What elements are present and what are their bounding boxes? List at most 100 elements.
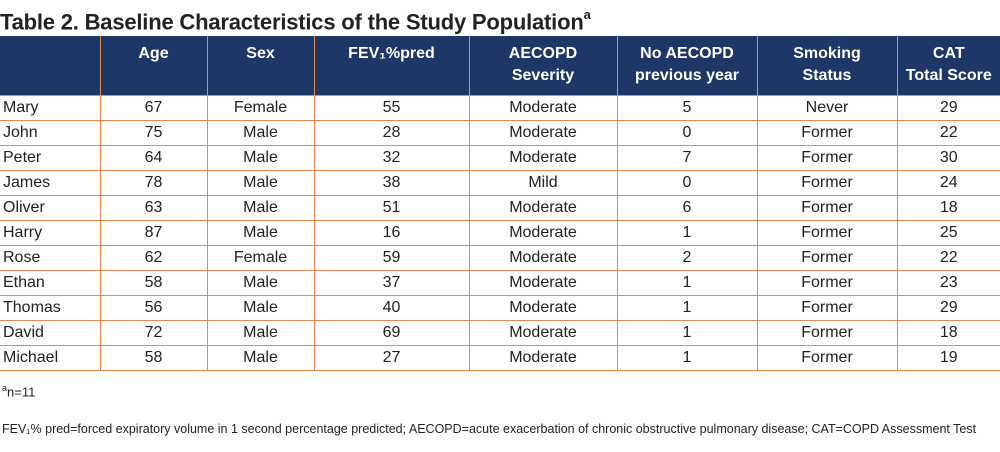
cell-smoking-status: Former	[757, 345, 898, 371]
cell-age: 58	[100, 345, 208, 371]
table-row: Ethan 58 Male 37 Moderate 1 Former 23	[0, 270, 1000, 296]
table-row: Harry 87 Male 16 Moderate 1 Former 25	[0, 220, 1000, 246]
cell-name: Peter	[0, 145, 101, 171]
cell-no-aecopd-previous-year: 1	[617, 220, 758, 246]
header-age: Age	[100, 36, 208, 96]
header-cat-total-score-label: CAT Total Score	[905, 45, 992, 84]
cell-no-aecopd-previous-year: 7	[617, 145, 758, 171]
header-no-aecopd-previous-year: No AECOPD previous year	[617, 36, 758, 96]
cell-sex: Female	[207, 245, 315, 271]
cell-name: Thomas	[0, 295, 101, 321]
cell-no-aecopd-previous-year: 2	[617, 245, 758, 271]
cell-aecopd-severity: Moderate	[469, 295, 618, 321]
cell-sex: Male	[207, 320, 315, 346]
header-row: Age Sex FEV₁%pred AECOPD Severity No AEC…	[0, 36, 1000, 96]
cell-aecopd-severity: Moderate	[469, 245, 618, 271]
table-row: Rose 62 Female 59 Moderate 2 Former 22	[0, 245, 1000, 271]
cell-fev1-pred: 69	[314, 320, 470, 346]
cell-smoking-status: Former	[757, 220, 898, 246]
cell-smoking-status: Never	[757, 95, 898, 121]
cell-fev1-pred: 27	[314, 345, 470, 371]
cell-no-aecopd-previous-year: 1	[617, 345, 758, 371]
cell-no-aecopd-previous-year: 0	[617, 120, 758, 146]
cell-fev1-pred: 37	[314, 270, 470, 296]
cell-cat-total-score: 23	[897, 270, 1000, 296]
cell-age: 72	[100, 320, 208, 346]
cell-smoking-status: Former	[757, 195, 898, 221]
cell-smoking-status: Former	[757, 320, 898, 346]
table-row: John 75 Male 28 Moderate 0 Former 22	[0, 120, 1000, 146]
cell-cat-total-score: 24	[897, 170, 1000, 196]
cell-no-aecopd-previous-year: 0	[617, 170, 758, 196]
cell-smoking-status: Former	[757, 120, 898, 146]
cell-fev1-pred: 28	[314, 120, 470, 146]
cell-aecopd-severity: Moderate	[469, 145, 618, 171]
cell-age: 67	[100, 95, 208, 121]
cell-cat-total-score: 25	[897, 220, 1000, 246]
cell-fev1-pred: 59	[314, 245, 470, 271]
header-aecopd-severity-label: AECOPD Severity	[508, 45, 578, 84]
cell-name: Harry	[0, 220, 101, 246]
header-smoking-status-label: Smoking Status	[793, 45, 861, 84]
cell-cat-total-score: 22	[897, 245, 1000, 271]
cell-sex: Male	[207, 220, 315, 246]
cell-fev1-pred: 32	[314, 145, 470, 171]
header-cat-total-score: CAT Total Score	[897, 36, 1000, 96]
table-row: Thomas 56 Male 40 Moderate 1 Former 29	[0, 295, 1000, 321]
cell-age: 56	[100, 295, 208, 321]
table-row: Mary 67 Female 55 Moderate 5 Never 29	[0, 95, 1000, 121]
footnote-n-text: n=11	[7, 384, 36, 400]
cell-fev1-pred: 51	[314, 195, 470, 221]
header-name-label	[0, 36, 100, 43]
cell-no-aecopd-previous-year: 6	[617, 195, 758, 221]
cell-cat-total-score: 19	[897, 345, 1000, 371]
title-footnote-marker: a	[583, 7, 591, 22]
cell-smoking-status: Former	[757, 270, 898, 296]
cell-cat-total-score: 29	[897, 95, 1000, 121]
cell-fev1-pred: 55	[314, 95, 470, 121]
cell-sex: Female	[207, 95, 315, 121]
baseline-characteristics-table: Age Sex FEV₁%pred AECOPD Severity No AEC…	[0, 36, 1000, 371]
cell-sex: Male	[207, 145, 315, 171]
cell-sex: Male	[207, 345, 315, 371]
cell-fev1-pred: 40	[314, 295, 470, 321]
cell-age: 63	[100, 195, 208, 221]
cell-age: 75	[100, 120, 208, 146]
cell-cat-total-score: 18	[897, 320, 1000, 346]
cell-no-aecopd-previous-year: 5	[617, 95, 758, 121]
cell-aecopd-severity: Moderate	[469, 120, 618, 146]
cell-name: James	[0, 170, 101, 196]
cell-name: Oliver	[0, 195, 101, 221]
header-aecopd-severity: AECOPD Severity	[469, 36, 618, 96]
cell-smoking-status: Former	[757, 245, 898, 271]
cell-name: Rose	[0, 245, 101, 271]
header-fev1-pred-label: FEV₁%pred	[348, 45, 435, 62]
cell-age: 64	[100, 145, 208, 171]
header-no-aecopd-label: No AECOPD previous year	[634, 45, 740, 84]
cell-sex: Male	[207, 270, 315, 296]
cell-smoking-status: Former	[757, 170, 898, 196]
header-sex-label: Sex	[246, 45, 275, 62]
cell-cat-total-score: 29	[897, 295, 1000, 321]
header-fev1-pred: FEV₁%pred	[314, 36, 470, 96]
cell-name: John	[0, 120, 101, 146]
table-title-text: Table 2. Baseline Characteristics of the…	[0, 9, 584, 35]
table-row: Michael 58 Male 27 Moderate 1 Former 19	[0, 345, 1000, 371]
footnote-abbreviations: FEV₁% pred=forced expiratory volume in 1…	[2, 422, 977, 436]
table-row: James 78 Male 38 Mild 0 Former 24	[0, 170, 1000, 196]
cell-no-aecopd-previous-year: 1	[617, 270, 758, 296]
header-smoking-status: Smoking Status	[757, 36, 898, 96]
cell-aecopd-severity: Mild	[469, 170, 618, 196]
cell-name: Mary	[0, 95, 101, 121]
cell-no-aecopd-previous-year: 1	[617, 320, 758, 346]
cell-name: Michael	[0, 345, 101, 371]
footnote-n: an=11	[2, 383, 35, 399]
table-row: David 72 Male 69 Moderate 1 Former 18	[0, 320, 1000, 346]
cell-sex: Male	[207, 195, 315, 221]
table-row: Oliver 63 Male 51 Moderate 6 Former 18	[0, 195, 1000, 221]
cell-aecopd-severity: Moderate	[469, 270, 618, 296]
cell-sex: Male	[207, 120, 315, 146]
cell-smoking-status: Former	[757, 145, 898, 171]
footnote-marker: a	[2, 383, 8, 393]
cell-age: 87	[100, 220, 208, 246]
